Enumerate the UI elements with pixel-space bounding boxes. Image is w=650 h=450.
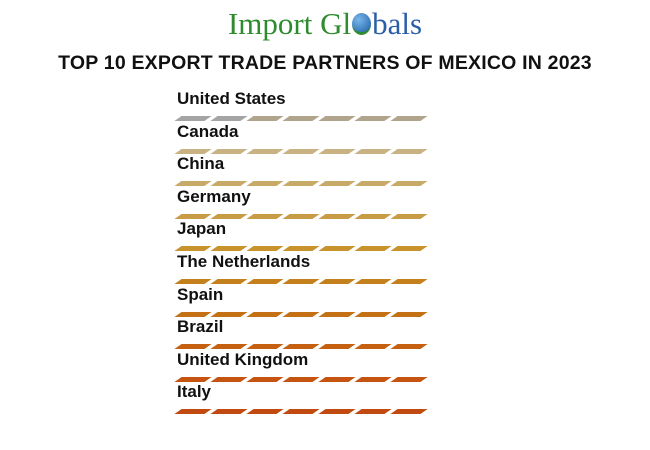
divider-dash [210, 148, 248, 154]
divider-dash [318, 148, 356, 154]
divider-dash [282, 246, 320, 252]
partner-label: The Netherlands [177, 252, 311, 271]
divider-dash [354, 246, 392, 252]
divider-dash [282, 311, 320, 317]
partner-label: Japan [177, 219, 227, 239]
logo-text-part2: bals [372, 6, 423, 41]
divider-dash [390, 246, 428, 252]
divider-dash [210, 181, 248, 187]
partner-label: United States [177, 89, 286, 108]
divider-dash [354, 116, 392, 121]
divider-dash [210, 409, 248, 415]
divider-dash [390, 181, 428, 187]
divider-dash [282, 116, 320, 121]
divider-dash [390, 148, 428, 154]
page-title: TOP 10 EXPORT TRADE PARTNERS OF MEXICO I… [58, 52, 592, 74]
divider-dash [174, 246, 212, 252]
partner-label: Spain [177, 284, 224, 304]
divider-dash [246, 181, 284, 187]
divider-dash [246, 116, 284, 121]
divider-dash [282, 279, 320, 284]
divider-dash [282, 181, 320, 187]
divider-dash [282, 376, 320, 382]
divider-dash [318, 116, 356, 121]
divider-dash [246, 148, 284, 154]
divider-dash [246, 213, 284, 219]
divider-dash [318, 181, 356, 187]
divider-dash [354, 148, 392, 154]
divider-dash [318, 279, 356, 284]
divider-dash [354, 311, 392, 317]
divider-dash [246, 279, 284, 284]
divider-dash [354, 213, 392, 219]
divider-dash [354, 409, 392, 415]
divider-dash [174, 148, 212, 154]
divider-dash [390, 344, 428, 350]
partner-label: Canada [177, 121, 239, 141]
divider-dash [354, 181, 392, 187]
divider-dash [174, 181, 212, 187]
divider-dash [174, 409, 212, 415]
divider-dash [210, 311, 248, 317]
divider-dash [210, 344, 248, 350]
divider-dash [174, 213, 212, 219]
divider-dash [174, 279, 212, 284]
divider-dash [318, 246, 356, 252]
divider-dash [390, 116, 428, 121]
divider-dash [174, 116, 212, 121]
partner-label: China [177, 154, 225, 174]
divider-dash [390, 409, 428, 415]
divider-dash [174, 344, 212, 350]
divider-dash [246, 246, 284, 252]
divider-dash [246, 311, 284, 317]
divider-dash [282, 344, 320, 350]
divider-dash [354, 376, 392, 382]
divider-dash [282, 213, 320, 219]
divider-dash [354, 344, 392, 350]
divider-dash [318, 213, 356, 219]
divider-dash [390, 213, 428, 219]
divider-dash [282, 409, 320, 415]
divider-dash [390, 279, 428, 284]
divider-dash [354, 279, 392, 284]
divider-dash [318, 376, 356, 382]
divider-dash [318, 344, 356, 350]
divider-dash [210, 376, 248, 382]
divider-dash [318, 311, 356, 317]
divider-dash [210, 246, 248, 252]
divider-dash [210, 116, 248, 121]
partner-divider [172, 409, 432, 415]
partner-label: Brazil [177, 317, 224, 337]
divider-dash [318, 409, 356, 415]
divider-dash [246, 344, 284, 350]
divider-dash [282, 148, 320, 154]
divider-dash [246, 409, 284, 415]
divider-dash [174, 311, 212, 317]
globe-icon [352, 13, 372, 35]
partner-label: United Kingdom [177, 349, 309, 369]
divider-dash [210, 213, 248, 219]
divider-dash [210, 279, 248, 284]
divider-dash [174, 376, 212, 382]
divider-dash [390, 311, 428, 317]
partner-label: Italy [177, 382, 212, 402]
divider-dash [246, 376, 284, 382]
import-globals-logo: Import Gl bals [0, 6, 650, 42]
partner-label: Germany [177, 186, 251, 206]
logo-text-part1: Import Gl [227, 6, 352, 41]
divider-dash [390, 376, 428, 382]
